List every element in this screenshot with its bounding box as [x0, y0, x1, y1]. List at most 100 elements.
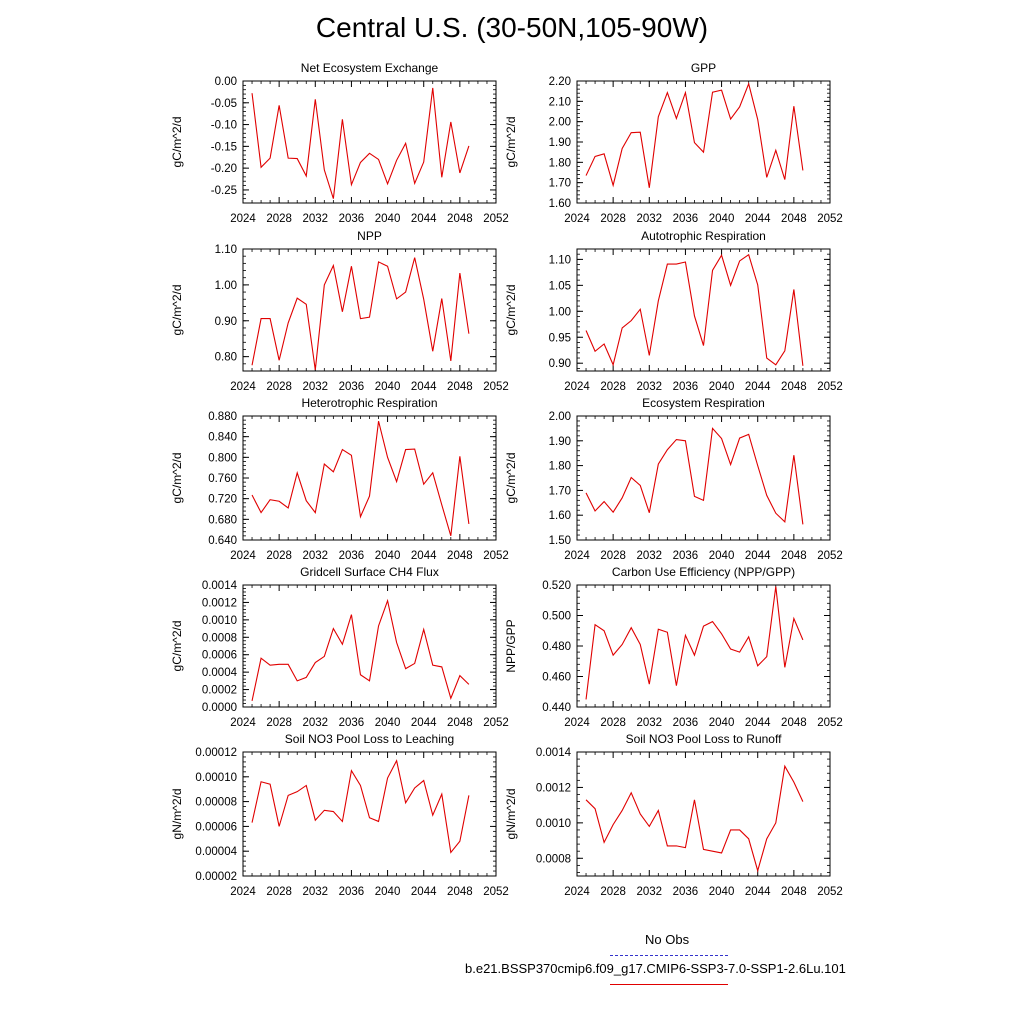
- x-tick-label: 2032: [636, 886, 662, 898]
- x-tick-label: 2040: [709, 717, 735, 729]
- y-tick-label: 0.840: [208, 432, 237, 444]
- y-tick-label: 0.0010: [536, 818, 571, 830]
- y-tick-label: -0.15: [211, 141, 237, 153]
- x-tick-label: 2048: [447, 886, 473, 898]
- y-tick-label: 2.10: [549, 96, 571, 108]
- x-tick-label: 2032: [302, 213, 328, 225]
- x-tick-label: 2048: [447, 381, 473, 393]
- x-tick-label: 2028: [600, 550, 626, 562]
- x-tick-label: 2032: [636, 213, 662, 225]
- x-tick-label: 2052: [483, 550, 509, 562]
- chart-panel: Soil NO3 Pool Loss to Runoff gN/m^2/d 0.00…: [504, 732, 843, 898]
- x-tick-label: 2040: [709, 213, 735, 225]
- y-axis-label: gC/m^2/d: [504, 285, 518, 336]
- y-tick-label: 0.720: [208, 494, 237, 506]
- chart-title: NPP: [357, 229, 382, 243]
- x-tick-label: 2040: [375, 886, 401, 898]
- chart-title: Ecosystem Respiration: [642, 396, 765, 410]
- y-tick-label: 0.00004: [195, 846, 237, 858]
- chart-title: Net Ecosystem Exchange: [301, 61, 439, 75]
- y-tick-label: 1.50: [549, 535, 571, 547]
- x-tick-label: 2028: [266, 381, 292, 393]
- x-tick-label: 2048: [447, 550, 473, 562]
- y-tick-label: 0.0000: [202, 702, 237, 714]
- x-tick-label: 2036: [673, 886, 699, 898]
- x-tick-label: 2028: [266, 717, 292, 729]
- y-tick-label: 1.00: [549, 306, 571, 318]
- y-tick-label: 0.00008: [195, 797, 237, 809]
- x-tick-label: 2040: [709, 381, 735, 393]
- plot-frame: [576, 415, 831, 541]
- x-tick-label: 2024: [230, 550, 256, 562]
- series-line: [251, 598, 470, 702]
- x-tick-label: 2024: [564, 213, 590, 225]
- x-tick-label: 2044: [411, 381, 437, 393]
- y-tick-label: 0.0010: [202, 615, 237, 627]
- y-tick-label: 0.90: [549, 358, 571, 370]
- x-tick-label: 2052: [817, 886, 843, 898]
- y-tick-label: -0.10: [211, 120, 237, 132]
- x-tick-label: 2036: [339, 213, 365, 225]
- x-tick-label: 2048: [781, 886, 807, 898]
- series-line: [585, 82, 804, 188]
- y-tick-label: 1.05: [549, 280, 571, 292]
- x-tick-label: 2048: [781, 717, 807, 729]
- y-tick-label: 1.70: [549, 178, 571, 190]
- chart-title: Heterotrophic Respiration: [301, 396, 437, 410]
- x-tick-label: 2052: [817, 381, 843, 393]
- y-tick-label: -0.25: [211, 185, 237, 197]
- chart-title: Gridcell Surface CH4 Flux: [300, 565, 439, 579]
- x-tick-label: 2032: [302, 550, 328, 562]
- chart-title: GPP: [691, 61, 716, 75]
- y-tick-label: 0.480: [542, 641, 571, 653]
- x-tick-label: 2036: [673, 550, 699, 562]
- x-tick-label: 2036: [339, 886, 365, 898]
- x-tick-label: 2024: [230, 381, 256, 393]
- x-tick-label: 2036: [673, 381, 699, 393]
- y-axis-label: gC/m^2/d: [170, 285, 184, 336]
- y-tick-label: 0.0004: [202, 667, 238, 679]
- y-tick-label: 0.880: [208, 411, 237, 423]
- y-tick-label: 0.90: [215, 316, 237, 328]
- series-line: [251, 87, 470, 199]
- chart-panel: Carbon Use Efficiency (NPP/GPP) NPP/GPP 0.…: [504, 565, 843, 729]
- y-axis-label: gC/m^2/d: [504, 453, 518, 504]
- x-tick-label: 2036: [339, 550, 365, 562]
- series-line: [585, 253, 804, 367]
- x-tick-label: 2044: [411, 717, 437, 729]
- y-axis-label: gC/m^2/d: [170, 117, 184, 168]
- chart-title: Carbon Use Efficiency (NPP/GPP): [612, 565, 795, 579]
- x-tick-label: 2044: [745, 381, 771, 393]
- y-tick-label: 0.95: [549, 332, 571, 344]
- y-tick-label: 0.500: [542, 611, 571, 623]
- y-tick-label: 0.0012: [202, 597, 237, 609]
- x-tick-label: 2052: [817, 213, 843, 225]
- x-tick-label: 2052: [483, 381, 509, 393]
- x-tick-label: 2052: [483, 213, 509, 225]
- y-tick-label: 0.0002: [202, 685, 237, 697]
- x-tick-label: 2040: [375, 213, 401, 225]
- plot-frame: [576, 751, 831, 877]
- y-tick-label: 1.60: [549, 510, 571, 522]
- x-tick-label: 2048: [447, 213, 473, 225]
- y-tick-label: 0.80: [215, 352, 237, 364]
- y-tick-label: 0.0008: [536, 853, 571, 865]
- y-tick-label: 0.0012: [536, 782, 571, 794]
- y-tick-label: 1.80: [549, 461, 571, 473]
- x-tick-label: 2032: [636, 717, 662, 729]
- y-tick-label: 1.10: [215, 244, 237, 256]
- y-tick-label: 0.520: [542, 580, 571, 592]
- y-tick-label: -0.05: [211, 98, 237, 110]
- x-tick-label: 2044: [745, 213, 771, 225]
- chart-panel: GPP gC/m^2/d 1.60 1.70 1.80 1.90 2.00 2.10 2.20 2…: [504, 61, 843, 225]
- x-tick-label: 2036: [673, 213, 699, 225]
- x-tick-label: 2052: [483, 886, 509, 898]
- x-tick-label: 2024: [230, 886, 256, 898]
- x-tick-label: 2028: [600, 381, 626, 393]
- plot-frame: [576, 584, 831, 708]
- chart-panel: NPP gC/m^2/d 0.80 0.90 1.00 1.10 2024 2028 2032 2…: [170, 229, 509, 393]
- chart-title: Autotrophic Respiration: [641, 229, 766, 243]
- plot-frame: [242, 751, 497, 877]
- chart-title: Soil NO3 Pool Loss to Leaching: [285, 732, 454, 746]
- series-line: [585, 586, 804, 700]
